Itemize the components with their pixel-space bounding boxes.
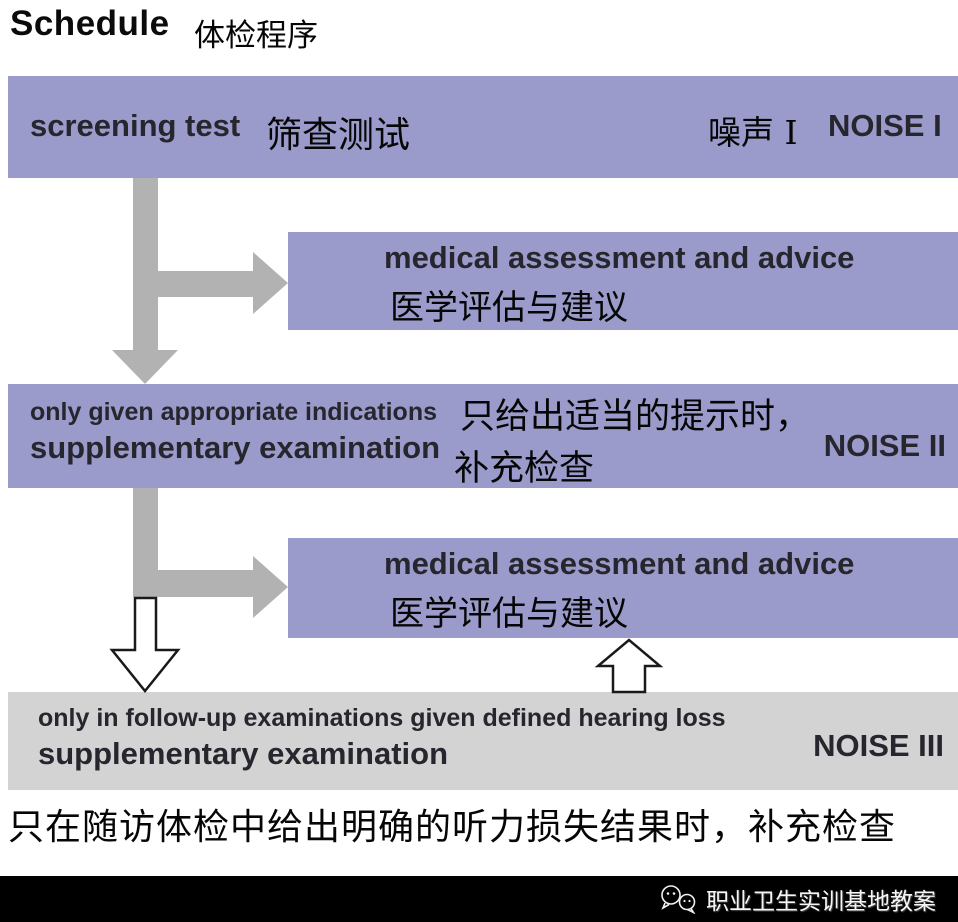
arrow-right-solid-1	[158, 252, 288, 314]
wechat-icon	[661, 885, 696, 914]
noise3-note-zh: 只在随访体检中给出明确的听力损失结果时，补充检查	[8, 807, 897, 848]
noise3-label: NOISE III	[813, 728, 944, 763]
arrow-right-solid-2	[133, 488, 288, 618]
medical2-label-zh: 医学评估与建议	[390, 594, 628, 634]
page-title-en: Schedule	[10, 4, 170, 43]
noise1-label-zh: 噪声 I	[708, 113, 798, 152]
watermark-text: 职业卫生实训基地教案	[706, 889, 936, 915]
medical-assessment-box-2: medical assessment and advice 医学评估与建议	[288, 538, 958, 638]
noise3-condition-en: only in follow-up examinations given def…	[38, 704, 726, 732]
arrow-up-hollow	[594, 638, 664, 694]
noise3-title-en: supplementary examination	[38, 736, 449, 771]
footer-watermark-bar: 职业卫生实训基地教案	[0, 876, 958, 922]
screening-test-box: screening test 筛查测试 噪声 I NOISE I	[8, 76, 958, 178]
medical-assessment-box-1: medical assessment and advice 医学评估与建议	[288, 232, 958, 330]
noise2-condition-zh: 只给出适当的提示时，	[460, 397, 811, 437]
arrow-down-hollow	[109, 596, 181, 693]
supplementary-examination-box-noise2: only given appropriate indications suppl…	[8, 384, 958, 489]
noise2-label: NOISE II	[823, 428, 946, 463]
arrow-down-solid-1	[112, 178, 178, 384]
supplementary-examination-box-noise3: only in follow-up examinations given def…	[8, 692, 958, 790]
noise1-label-en: NOISE I	[828, 108, 942, 143]
noise2-condition-en: only given appropriate indications	[30, 398, 438, 426]
page-title-zh: 体检程序	[194, 18, 318, 54]
medical1-label-zh: 医学评估与建议	[390, 288, 628, 328]
screening-test-label-zh: 筛查测试	[266, 115, 411, 156]
noise2-title-zh: 补充检查	[454, 449, 595, 489]
medical1-label-en: medical assessment and advice	[384, 240, 855, 275]
noise2-title-en: supplementary examination	[30, 430, 441, 465]
medical2-label-en: medical assessment and advice	[384, 546, 855, 581]
screening-test-label-en: screening test	[30, 108, 241, 143]
